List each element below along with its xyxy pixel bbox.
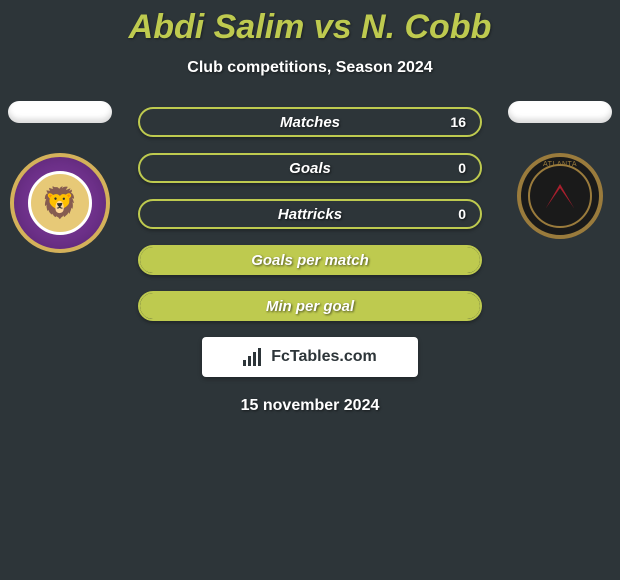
stat-rows: Matches16Goals0Hattricks0Goals per match… bbox=[138, 107, 482, 321]
orlando-crest-icon: 🦁 bbox=[10, 153, 110, 253]
atlanta-crest-icon: ATLANTA bbox=[517, 153, 603, 239]
stat-label: Hattricks bbox=[140, 206, 480, 223]
left-player-column: 🦁 bbox=[8, 101, 112, 261]
stat-row: Hattricks0 bbox=[138, 199, 482, 229]
stat-label: Min per goal bbox=[140, 298, 480, 315]
right-player-name-pill bbox=[508, 101, 612, 123]
stat-label: Goals bbox=[140, 160, 480, 177]
left-club-crest: 🦁 bbox=[10, 153, 110, 253]
stat-value-right: 16 bbox=[450, 114, 466, 130]
stat-row: Min per goal bbox=[138, 291, 482, 321]
chart-icon bbox=[243, 348, 265, 366]
stat-value-right: 0 bbox=[458, 206, 466, 222]
page-title: Abdi Salim vs N. Cobb bbox=[0, 0, 620, 47]
date-label: 15 november 2024 bbox=[0, 397, 620, 415]
stat-value-right: 0 bbox=[458, 160, 466, 176]
brand-text: FcTables.com bbox=[271, 348, 377, 366]
right-club-crest: ATLANTA bbox=[510, 153, 610, 253]
subtitle: Club competitions, Season 2024 bbox=[0, 59, 620, 77]
stat-row: Matches16 bbox=[138, 107, 482, 137]
comparison-area: 🦁 ATLANTA Matches16Goals0Hattricks0Goals… bbox=[0, 107, 620, 415]
left-player-name-pill bbox=[8, 101, 112, 123]
stat-row: Goals per match bbox=[138, 245, 482, 275]
stat-label: Goals per match bbox=[140, 252, 480, 269]
stat-row: Goals0 bbox=[138, 153, 482, 183]
brand-badge: FcTables.com bbox=[202, 337, 418, 377]
stat-label: Matches bbox=[140, 114, 480, 131]
right-player-column: ATLANTA bbox=[508, 101, 612, 261]
